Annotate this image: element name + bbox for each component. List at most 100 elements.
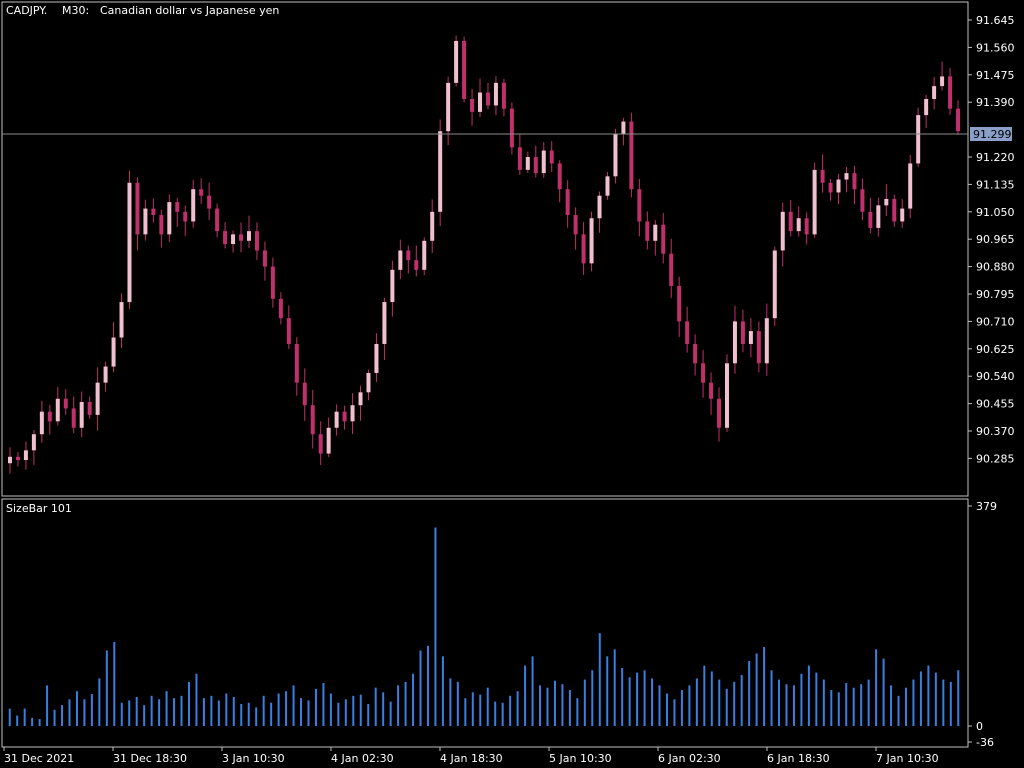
indicator-tick-label: -36 [976, 736, 994, 749]
candle-body [844, 173, 849, 180]
timeframe-label: M30: [62, 4, 89, 17]
price-tick-label: 91.475 [976, 69, 1015, 82]
candle-body [278, 298, 283, 319]
candle-body [693, 343, 698, 364]
time-tick-label: 3 Jan 10:30 [222, 752, 285, 765]
candle-body [135, 182, 140, 235]
candle-body [199, 189, 204, 196]
candle-body [533, 157, 538, 174]
time-tick-label: 4 Jan 18:30 [440, 752, 503, 765]
time-tick-label: 4 Jan 02:30 [331, 752, 394, 765]
candle-body [127, 182, 132, 303]
candle-body [382, 302, 387, 344]
candle-body [422, 240, 427, 270]
candle-body [207, 195, 212, 209]
candle-body [621, 121, 626, 135]
price-tick-label: 91.645 [976, 14, 1015, 27]
candle-body [828, 182, 833, 193]
candle-body [71, 408, 76, 428]
price-tick-label: 90.710 [976, 315, 1015, 328]
time-tick-label: 6 Jan 02:30 [658, 752, 721, 765]
candle-body [605, 176, 610, 196]
candle-body [254, 231, 259, 251]
candle-body [462, 40, 467, 99]
candle-body [47, 411, 52, 422]
candle-body [509, 108, 514, 148]
main-chart-frame [1, 1, 969, 497]
candle-body [15, 456, 20, 461]
candle-body [780, 211, 785, 251]
candle-body [804, 218, 809, 235]
candle-body [350, 405, 355, 422]
price-tick-label: 91.050 [976, 206, 1015, 219]
candle-body [677, 285, 682, 322]
candle-body [310, 405, 315, 435]
candle-body [613, 134, 618, 177]
candle-body [932, 86, 937, 99]
candle-body [191, 189, 196, 222]
price-tick-label: 90.455 [976, 398, 1015, 411]
candle-body [175, 202, 180, 212]
candle-body [812, 169, 817, 235]
candle-body [302, 382, 307, 406]
candle-body [294, 343, 299, 383]
candle-body [852, 173, 857, 190]
time-tick-label: 31 Dec 2021 [4, 752, 74, 765]
candle-body [334, 411, 339, 428]
candles [7, 35, 961, 474]
price-tick-label: 90.965 [976, 233, 1015, 246]
candle-body [597, 195, 602, 219]
candle-body [740, 321, 745, 344]
indicator-frame [1, 498, 969, 748]
candle-body [748, 331, 753, 344]
candle-body [629, 121, 634, 190]
candle-body [223, 231, 228, 245]
candle-body [326, 427, 331, 454]
candle-body [924, 98, 929, 116]
candle-body [111, 337, 116, 367]
candle-body [916, 115, 921, 164]
candle-body [454, 40, 459, 83]
candle-body [270, 266, 275, 299]
time-tick-label: 31 Dec 18:30 [113, 752, 187, 765]
candle-body [788, 211, 793, 232]
candle-body [948, 76, 953, 109]
candle-body [653, 224, 658, 241]
candle-body [709, 382, 714, 399]
candle-body [95, 382, 100, 415]
candle-body [478, 92, 483, 112]
candle-body [406, 250, 411, 261]
candle-body [860, 189, 865, 212]
candle-body [836, 179, 841, 193]
candle-body [103, 366, 108, 383]
candle-body [430, 211, 435, 241]
candle-body [565, 189, 570, 216]
current-price-value: 91.299 [973, 128, 1012, 141]
price-tick-label: 90.285 [976, 452, 1015, 465]
candle-body [732, 321, 737, 364]
candle-body [143, 208, 148, 235]
candle-body [956, 108, 961, 132]
candle-body [358, 392, 363, 406]
price-tick-label: 91.135 [976, 178, 1015, 191]
candle-body [501, 82, 506, 109]
candle-body [517, 147, 522, 170]
candle-body [485, 92, 490, 106]
candle-body [908, 163, 913, 209]
candle-body [892, 198, 897, 222]
candle-body [717, 398, 722, 428]
candle-body [661, 224, 666, 254]
candle-body [398, 250, 403, 270]
candle-body [183, 211, 188, 222]
candle-body [549, 150, 554, 164]
time-tick-label: 5 Jan 10:30 [549, 752, 612, 765]
candle-body [7, 456, 12, 464]
indicator-tick-label: 0 [976, 720, 983, 733]
price-tick-label: 90.880 [976, 261, 1015, 274]
size-bars [8, 527, 960, 726]
candle-body [525, 157, 530, 170]
candle-body [151, 208, 156, 216]
candle-body [87, 401, 92, 415]
candle-body [374, 343, 379, 373]
